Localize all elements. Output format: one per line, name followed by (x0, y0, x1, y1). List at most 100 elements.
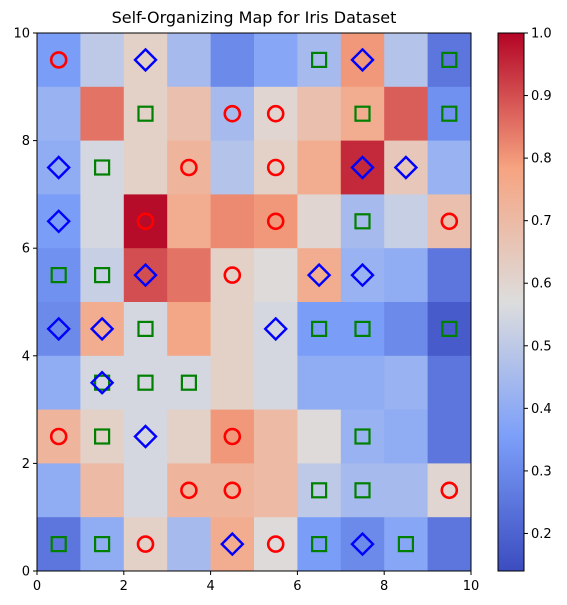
heatmap-cell (340, 409, 385, 464)
square-marker (93, 535, 111, 553)
data-markers (46, 47, 459, 557)
heatmap-cell (123, 517, 168, 572)
heatmap-cells (37, 33, 472, 572)
heatmap-cell (427, 409, 472, 464)
heatmap-cell (384, 140, 428, 195)
heatmap-cell (297, 463, 342, 518)
heatmap-cell (210, 248, 255, 303)
diamond-marker (89, 316, 115, 342)
square-marker (311, 482, 328, 499)
heatmap-cell (80, 33, 125, 88)
circle-marker (180, 481, 198, 500)
heatmap-cell (384, 194, 428, 249)
colorbar-tick-label: 0.3 (531, 464, 552, 479)
circle-marker (49, 51, 68, 69)
heatmap-cell (297, 86, 342, 141)
square-marker (137, 105, 154, 122)
heatmap-cell (254, 517, 298, 572)
heatmap-cell (340, 33, 385, 88)
heatmap-cell (37, 194, 81, 249)
heatmap-cell (123, 409, 168, 464)
heatmap-cell (123, 248, 168, 303)
colorbar-tick-label: 0.6 (531, 277, 552, 292)
heatmap-cell (80, 86, 125, 141)
square-marker (93, 159, 111, 176)
diamond-marker (46, 316, 71, 342)
heatmap-cell (80, 517, 125, 572)
heatmap-cell (254, 86, 298, 141)
square-marker (50, 535, 67, 553)
heatmap-cell (123, 194, 168, 249)
colorbar-tick-label: 0.7 (531, 214, 552, 229)
colorbar-tick-label: 0.2 (531, 527, 552, 542)
heatmap-cell (427, 517, 472, 572)
square-marker (354, 105, 371, 122)
heatmap-cell (210, 140, 255, 195)
heatmap-cell (254, 140, 298, 195)
square-marker (93, 374, 111, 391)
x-tick-label: 2 (120, 579, 128, 594)
square-marker (441, 320, 458, 337)
heatmap-cell (340, 194, 385, 249)
heatmap-cell (123, 302, 168, 357)
heatmap-cell (123, 86, 168, 141)
diamond-marker (133, 424, 158, 449)
heatmap-cell (123, 355, 168, 410)
square-marker (311, 320, 328, 337)
heatmap-cell (340, 86, 385, 141)
y-tick-label: 10 (13, 27, 30, 42)
square-marker (354, 320, 371, 337)
colorbar-gradient (498, 33, 524, 571)
heatmap-cell (340, 302, 385, 357)
heatmap-cell (37, 517, 81, 572)
circle-marker (266, 212, 285, 231)
y-tick-label: 0 (22, 565, 30, 580)
heatmap-cell (254, 463, 298, 518)
x-axis: 0 2 4 6 8 10 (33, 571, 479, 594)
heatmap-cell (340, 463, 385, 518)
heatmap-cell (384, 86, 428, 141)
heatmap-cell (427, 355, 472, 410)
y-tick-label: 6 (22, 242, 30, 257)
square-marker (311, 51, 328, 69)
square-marker (137, 374, 154, 391)
heatmap-cell (297, 33, 342, 88)
heatmap-cell (210, 302, 255, 357)
heatmap-cell (167, 33, 211, 88)
heatmap-cell (123, 33, 168, 88)
colorbar-tick-label: 0.5 (531, 339, 552, 354)
heatmap-cell (427, 302, 472, 357)
heatmap-cell (37, 409, 81, 464)
heatmap-cell (167, 463, 211, 518)
heatmap-cell (340, 517, 385, 572)
colorbar-tick-label: 0.8 (531, 152, 552, 167)
heatmap-cell (384, 355, 428, 410)
x-tick-label: 0 (33, 579, 41, 594)
circle-marker (136, 212, 155, 231)
diamond-marker (133, 262, 158, 288)
heatmap-cell (123, 463, 168, 518)
heatmap-cell (254, 409, 298, 464)
square-marker (93, 428, 111, 445)
heatmap-cell (384, 409, 428, 464)
diamond-marker (46, 209, 71, 234)
heatmap-cell (254, 33, 298, 88)
heatmap-cell (210, 194, 255, 249)
heatmap-cell (297, 194, 342, 249)
chart-title: Self-Organizing Map for Iris Dataset (112, 8, 397, 27)
x-tick-label: 8 (380, 579, 388, 594)
heatmap-cell (254, 355, 298, 410)
circle-marker (266, 104, 285, 123)
heatmap-cell (167, 86, 211, 141)
y-tick-label: 2 (22, 457, 30, 472)
heatmap-cell (210, 517, 255, 572)
heatmap-cell (80, 463, 125, 518)
heatmap-cell (167, 194, 211, 249)
circle-marker (223, 481, 242, 500)
diamond-marker (89, 370, 115, 395)
square-marker (354, 213, 371, 230)
heatmap-cell (80, 302, 125, 357)
heatmap-cell (427, 140, 472, 195)
heatmap-cell (80, 194, 125, 249)
diamond-marker (306, 262, 332, 288)
